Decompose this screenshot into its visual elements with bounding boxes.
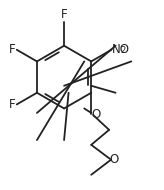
Text: F: F (61, 8, 67, 21)
Text: F: F (9, 43, 16, 56)
Text: 2: 2 (120, 46, 126, 55)
Text: O: O (110, 153, 119, 166)
Text: F: F (9, 98, 16, 112)
Text: NO: NO (112, 43, 130, 56)
Text: O: O (92, 108, 101, 121)
